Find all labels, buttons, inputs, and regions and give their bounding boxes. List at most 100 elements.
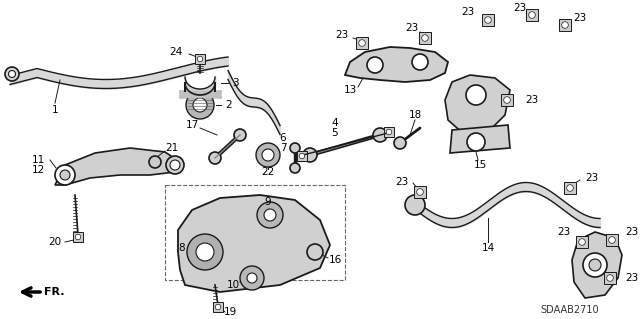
Polygon shape [213, 302, 223, 312]
Text: 9: 9 [265, 197, 271, 207]
Text: 23: 23 [573, 13, 587, 23]
Polygon shape [572, 232, 622, 298]
Text: 23: 23 [557, 227, 570, 237]
Circle shape [562, 22, 568, 28]
Circle shape [589, 259, 601, 271]
Text: 23: 23 [395, 177, 408, 187]
Polygon shape [450, 125, 510, 153]
Circle shape [566, 185, 573, 191]
Circle shape [358, 40, 365, 46]
Circle shape [290, 163, 300, 173]
Polygon shape [604, 272, 616, 284]
Text: 7: 7 [280, 143, 286, 153]
Text: 23: 23 [405, 23, 419, 33]
Circle shape [256, 143, 280, 167]
Circle shape [257, 202, 283, 228]
Circle shape [264, 209, 276, 221]
Circle shape [504, 97, 510, 103]
Circle shape [234, 129, 246, 141]
Text: 23: 23 [335, 30, 349, 40]
Circle shape [387, 129, 392, 135]
Text: 22: 22 [261, 167, 275, 177]
Text: 2: 2 [225, 100, 232, 110]
Text: FR.: FR. [44, 287, 65, 297]
Polygon shape [576, 236, 588, 248]
Polygon shape [482, 14, 494, 26]
Circle shape [412, 54, 428, 70]
Circle shape [166, 156, 184, 174]
Circle shape [466, 85, 486, 105]
Bar [165, 185, 345, 280]
Circle shape [405, 195, 425, 215]
Circle shape [307, 244, 323, 260]
Circle shape [55, 165, 75, 185]
Circle shape [193, 98, 207, 112]
Polygon shape [564, 182, 576, 194]
Circle shape [76, 234, 81, 240]
Polygon shape [195, 54, 205, 64]
Text: SDAAB2710: SDAAB2710 [541, 305, 599, 315]
Circle shape [215, 304, 221, 310]
Text: 23: 23 [625, 227, 638, 237]
Circle shape [583, 253, 607, 277]
Text: 3: 3 [232, 78, 239, 88]
Text: 23: 23 [513, 3, 527, 13]
Polygon shape [559, 19, 571, 31]
Text: 23: 23 [525, 95, 538, 105]
Text: 1: 1 [52, 105, 58, 115]
Circle shape [240, 266, 264, 290]
Circle shape [300, 153, 305, 159]
Circle shape [209, 152, 221, 164]
Text: 10: 10 [227, 280, 239, 290]
Text: 5: 5 [332, 128, 339, 138]
Circle shape [394, 137, 406, 149]
Text: 15: 15 [474, 160, 486, 170]
Circle shape [60, 170, 70, 180]
Text: 4: 4 [332, 118, 339, 128]
Polygon shape [55, 148, 180, 185]
Circle shape [8, 70, 15, 78]
Polygon shape [526, 9, 538, 21]
Circle shape [170, 160, 180, 170]
Text: 13: 13 [344, 85, 356, 95]
Circle shape [247, 273, 257, 283]
Circle shape [149, 156, 161, 168]
Text: 17: 17 [186, 120, 198, 130]
Circle shape [290, 143, 300, 153]
Circle shape [484, 17, 492, 23]
Text: 8: 8 [179, 243, 185, 253]
Polygon shape [345, 47, 448, 82]
Polygon shape [297, 151, 307, 161]
Text: 14: 14 [481, 243, 495, 253]
Circle shape [609, 237, 615, 243]
Polygon shape [414, 186, 426, 198]
Circle shape [187, 234, 223, 270]
Polygon shape [73, 232, 83, 242]
Circle shape [303, 148, 317, 162]
Polygon shape [419, 32, 431, 44]
Circle shape [196, 243, 214, 261]
Polygon shape [606, 234, 618, 246]
Text: 11: 11 [31, 155, 45, 165]
Circle shape [367, 57, 383, 73]
Text: 6: 6 [280, 133, 286, 143]
Text: 23: 23 [625, 273, 638, 283]
Polygon shape [501, 94, 513, 106]
Polygon shape [178, 195, 330, 292]
Text: 23: 23 [461, 7, 475, 17]
Circle shape [186, 91, 214, 119]
Circle shape [373, 128, 387, 142]
Circle shape [467, 133, 485, 151]
Circle shape [579, 239, 586, 245]
Text: 20: 20 [49, 237, 61, 247]
Circle shape [262, 149, 274, 161]
Text: 19: 19 [223, 307, 237, 317]
Circle shape [5, 67, 19, 81]
Text: 21: 21 [165, 143, 179, 153]
Text: 24: 24 [170, 47, 182, 57]
Polygon shape [384, 127, 394, 137]
Polygon shape [356, 37, 368, 49]
Circle shape [607, 275, 613, 281]
Circle shape [417, 189, 423, 195]
Circle shape [422, 35, 428, 41]
